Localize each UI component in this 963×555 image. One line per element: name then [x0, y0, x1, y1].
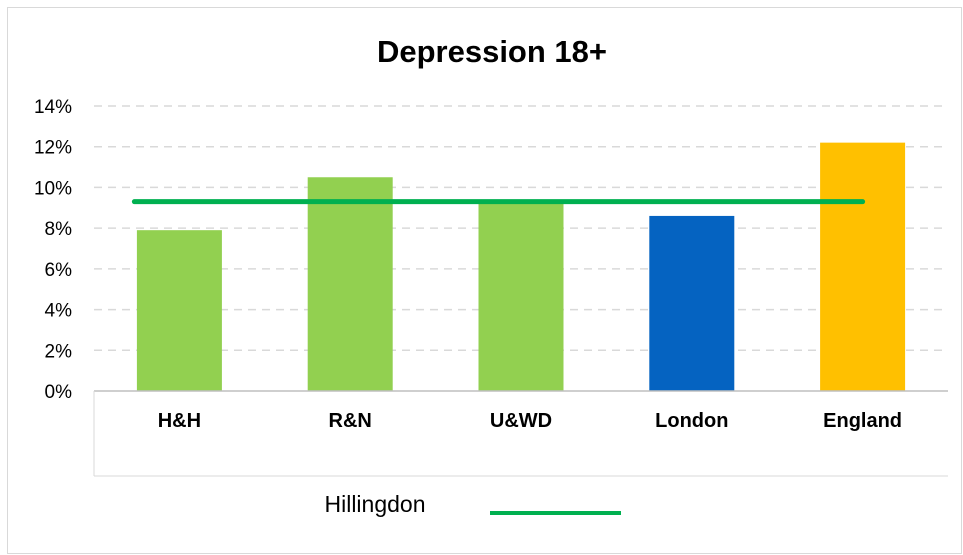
x-axis: [93, 390, 948, 477]
bar: [649, 215, 735, 391]
y-tick-label: 4%: [45, 301, 73, 322]
chart-title: Depression 18+: [377, 34, 607, 69]
bar: [136, 230, 222, 391]
legend: Hillingdon: [324, 491, 621, 517]
x-tick-label: London: [655, 410, 728, 432]
x-tick-label: U&WD: [490, 410, 552, 432]
y-tick-label: 10%: [34, 178, 72, 199]
x-tick-label: R&N: [329, 410, 372, 432]
bar: [478, 203, 564, 391]
y-axis-ticks: 0% 2% 4% 6% 8% 10% 12% 14%: [34, 97, 72, 403]
y-tick-label: 8%: [45, 219, 73, 240]
bar: [820, 142, 906, 391]
y-tick-label: 2%: [45, 341, 73, 362]
legend-label-hillingdon: Hillingdon: [324, 491, 425, 517]
bar: [307, 177, 393, 391]
y-tick-label: 6%: [45, 260, 73, 281]
y-tick-label: 14%: [34, 97, 72, 118]
x-axis-ticks: H&H R&N U&WD London England: [158, 410, 902, 432]
y-tick-label: 12%: [34, 138, 72, 159]
x-tick-label: H&H: [158, 410, 201, 432]
x-tick-label: England: [823, 410, 902, 432]
y-tick-label: 0%: [45, 382, 73, 403]
bars: [136, 142, 906, 391]
